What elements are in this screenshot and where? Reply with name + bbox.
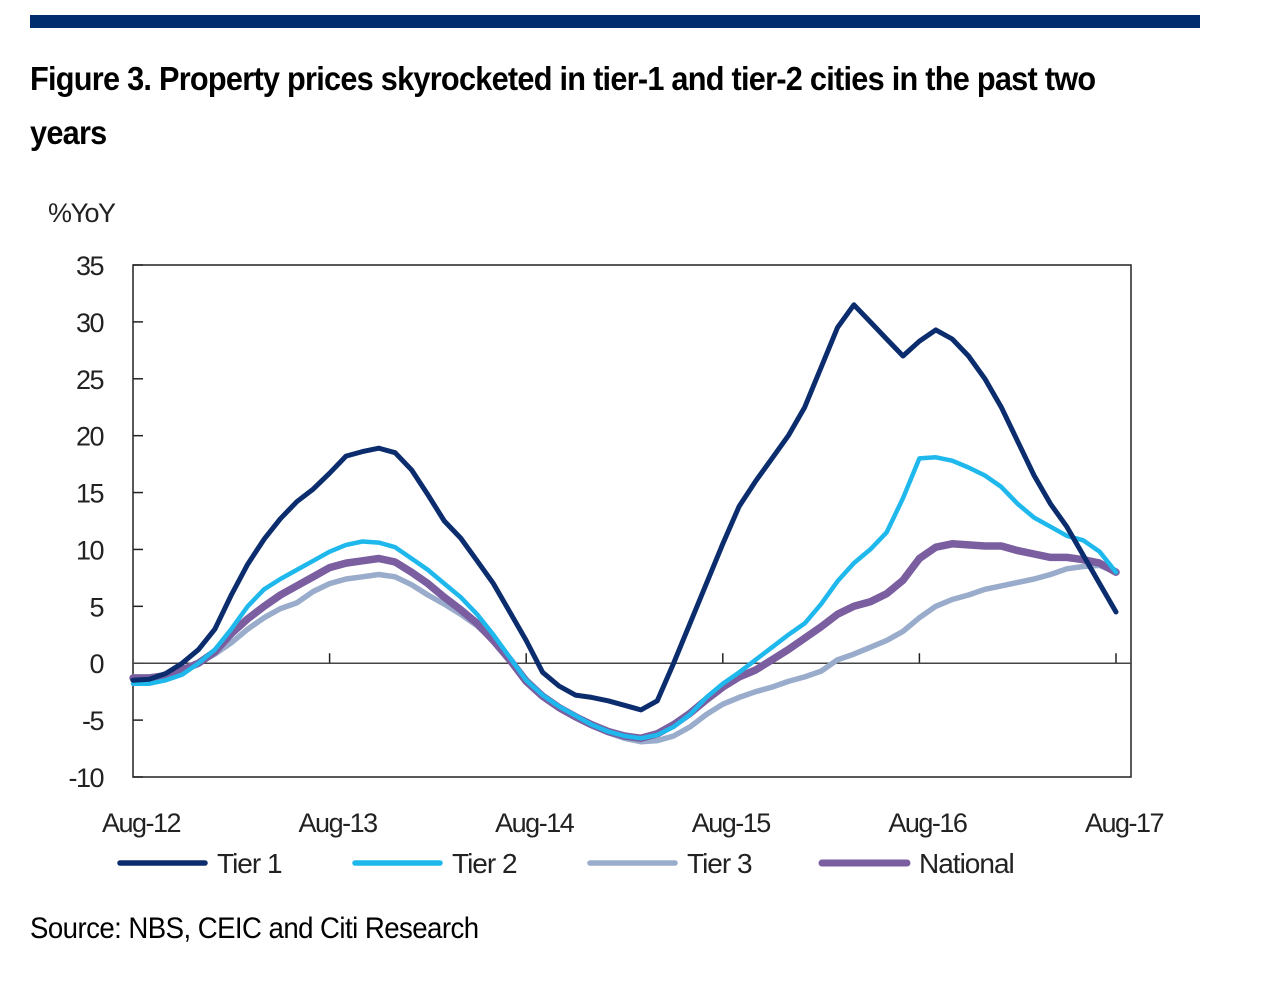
x-tick-label: Aug-12 [102,808,181,838]
legend-label: Tier 3 [687,848,752,879]
x-axis: Aug-12 Aug-13 Aug-14 Aug-15 Aug-16 Aug-17 [102,653,1165,838]
legend-item: Tier 2 [352,848,518,879]
x-tick-label: Aug-16 [888,808,967,838]
y-tick-label: -10 [68,763,103,793]
x-tick-label: Aug-17 [1085,808,1164,838]
y-tick-label: 5 [89,592,103,622]
y-tick-label: 10 [76,535,104,565]
y-tick-label: 15 [76,479,104,509]
legend-label: Tier 1 [217,848,282,879]
x-tick-label: Aug-15 [692,808,771,838]
legend-item: Tier 1 [117,848,283,879]
y-tick-label: 20 [76,422,104,452]
legend: Tier 1 Tier 2 Tier 3 National [117,848,1015,879]
y-axis: 35 30 25 20 15 10 5 0 -5 -10 [68,251,143,793]
series-line-tier-1 [130,302,1119,713]
legend-item: Tier 3 [587,848,753,879]
x-tick-label: Aug-13 [299,808,378,838]
plot-frame [132,264,1132,778]
legend-label: Tier 2 [452,848,517,879]
y-tick-label: 25 [76,365,104,395]
y-tick-label: 30 [76,308,104,338]
y-tick-label: 0 [89,649,103,679]
header-accent-bar [30,15,1200,28]
legend-item: National [818,848,1015,879]
source-note: Source: NBS, CEIC and Citi Research [30,912,479,945]
series-lines [129,302,1120,745]
figure-title: Figure 3. Property prices skyrocketed in… [30,60,1096,151]
legend-label: National [919,848,1014,879]
x-tick-label: Aug-14 [495,808,575,838]
y-tick-label: -5 [82,706,103,736]
y-tick-label: 35 [76,251,104,281]
y-axis-label: %YoY [48,198,116,228]
series-line-national [129,540,1120,743]
series-line-tier-2 [130,455,1119,741]
